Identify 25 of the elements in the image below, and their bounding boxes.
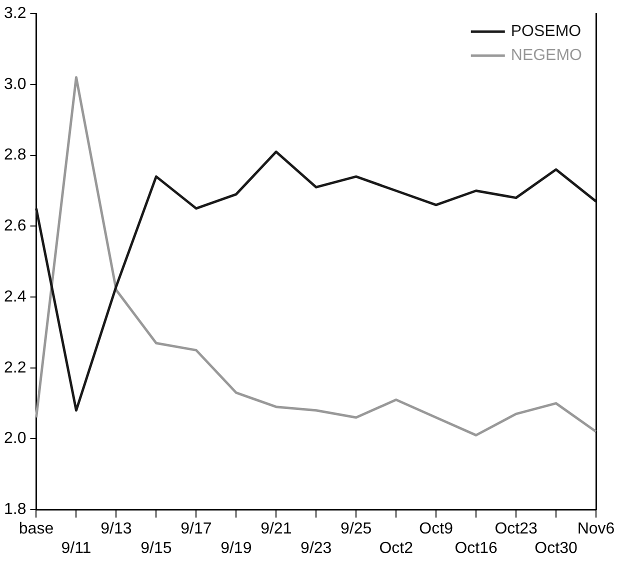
x-tick-label: 9/11 [61, 540, 92, 557]
x-tick-label: Nov6 [577, 520, 615, 538]
x-tick-label: 9/21 [260, 520, 292, 538]
x-tick-label: Oct9 [419, 520, 454, 538]
y-tick-label: 2.0 [4, 430, 26, 448]
y-tick-label: 2.8 [4, 146, 26, 164]
y-tick-label: 2.4 [4, 288, 26, 306]
legend-label: POSEMO [510, 23, 582, 40]
x-tick-label: Oct23 [494, 520, 538, 538]
x-tick-label: 9/17 [180, 520, 212, 538]
x-tick-label: 9/23 [300, 540, 332, 557]
y-tick-label: 3.0 [4, 76, 26, 93]
x-tick-label: 9/13 [100, 520, 132, 538]
x-tick-label: 9/15 [140, 540, 172, 557]
y-tick-label: 2.2 [4, 359, 26, 376]
x-tick-label: Oct16 [454, 540, 498, 557]
y-tick-label: 3.2 [4, 5, 26, 22]
x-tick-label: 9/19 [220, 540, 252, 557]
y-tick-label: 2.6 [4, 218, 26, 235]
x-tick-label: Oct2 [379, 540, 414, 557]
x-tick-label: Oct30 [534, 540, 578, 557]
x-tick-label: base [18, 520, 54, 538]
x-tick-label: 9/25 [340, 520, 372, 538]
y-tick-label: 1.8 [4, 501, 26, 518]
legend-label: NEGEMO [510, 47, 582, 64]
